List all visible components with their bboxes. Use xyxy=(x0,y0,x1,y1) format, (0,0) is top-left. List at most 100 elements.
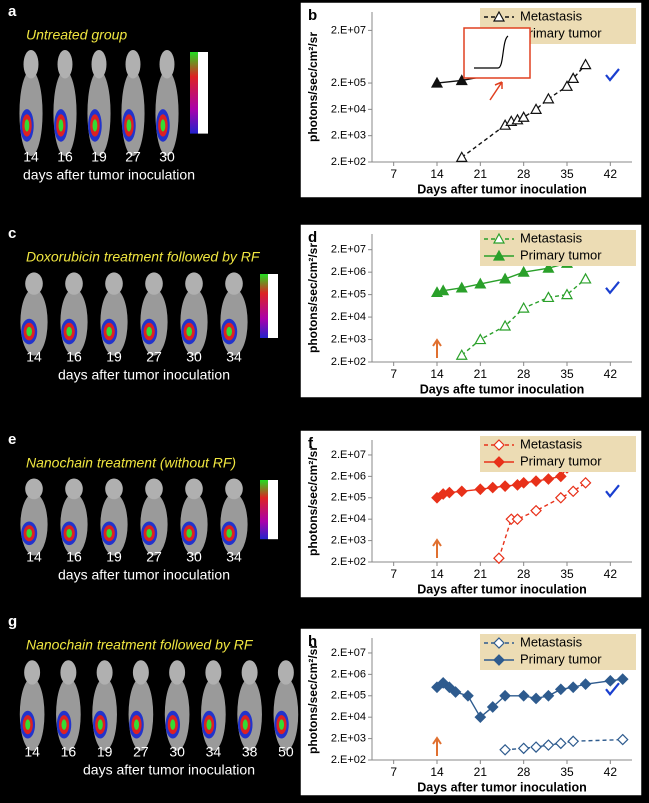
data-point xyxy=(530,475,542,487)
data-point xyxy=(542,261,555,273)
x-tick-label: 28 xyxy=(517,167,531,181)
x-tick-label: 14 xyxy=(430,765,444,779)
x-axis-label: Days afte tumor inoculation xyxy=(420,382,585,396)
data-point xyxy=(554,737,567,750)
inset-arrow xyxy=(489,81,503,101)
image-caption: days after tumor inoculation xyxy=(23,167,195,183)
chart: d 2.E+02 2.E+03 2.E+04 2.E+05 2.E+06 2.E+07 7 14… xyxy=(299,223,643,399)
data-point xyxy=(579,476,592,489)
x-tick-label: 14 xyxy=(430,567,444,581)
data-point xyxy=(486,481,499,494)
y-axis-label: photons/sec/cm²/sr xyxy=(306,446,320,556)
panel-title: Nanochain treatment (without RF) xyxy=(26,455,236,471)
signal-core xyxy=(106,326,112,337)
check-mark xyxy=(605,484,620,498)
treatment-arrow xyxy=(432,736,442,756)
data-point xyxy=(474,333,487,345)
signal-core xyxy=(226,326,232,337)
y-tick-label: 2.E+04 xyxy=(331,711,366,723)
y-tick-label: 2.E+03 xyxy=(331,333,366,345)
signal-core xyxy=(97,719,103,730)
y-tick-label: 2.E+03 xyxy=(331,732,366,744)
data-point xyxy=(511,513,524,526)
image-caption: days after tumor inoculation xyxy=(83,762,255,778)
data-point xyxy=(517,742,530,755)
day-label: 50 xyxy=(278,744,294,760)
day-label: 14 xyxy=(26,549,42,565)
x-tick-label: 14 xyxy=(430,167,444,181)
data-point xyxy=(542,92,555,104)
data-point xyxy=(530,504,542,517)
legend-label: Primary tumor xyxy=(520,453,602,468)
mouse-head xyxy=(169,660,186,685)
mouse-head xyxy=(105,272,123,295)
data-point xyxy=(499,689,511,702)
y-tick-label: 2.E+05 xyxy=(331,289,366,301)
y-tick-label: 2.E+07 xyxy=(331,449,366,461)
color-bar-scale xyxy=(198,52,208,134)
y-tick-label: 2.E+06 xyxy=(331,668,366,680)
signal-core xyxy=(146,528,152,538)
day-label: 30 xyxy=(159,149,175,165)
signal-core xyxy=(242,719,248,730)
data-point xyxy=(493,637,505,649)
color-bar xyxy=(190,52,198,134)
check-mark xyxy=(605,281,620,295)
data-point xyxy=(499,480,511,492)
day-label: 38 xyxy=(242,744,258,760)
day-label: 34 xyxy=(206,744,222,760)
y-tick-label: 2.E+05 xyxy=(331,690,366,702)
signal-core xyxy=(25,719,31,730)
panel-letter: h xyxy=(308,633,317,650)
y-axis-label: photons/sec/cm²/sr xyxy=(306,32,320,142)
y-tick-label: 2.E+05 xyxy=(331,77,366,89)
mouse-head xyxy=(185,272,203,295)
y-tick-label: 2.E+06 xyxy=(331,470,366,482)
data-point xyxy=(474,277,487,289)
legend-label: Metastasis xyxy=(520,634,583,649)
panel-letter: a xyxy=(8,3,17,20)
x-tick-label: 42 xyxy=(604,765,618,779)
panel-letter: g xyxy=(8,613,17,630)
mouse-head xyxy=(225,478,243,500)
x-tick-label: 28 xyxy=(517,765,531,779)
data-point xyxy=(462,689,474,702)
signal-core xyxy=(170,719,176,730)
color-bar xyxy=(260,480,268,540)
data-point xyxy=(455,349,468,360)
data-point xyxy=(554,491,567,504)
signal-core xyxy=(226,528,232,538)
signal-core xyxy=(58,119,64,132)
y-tick-label: 2.E+07 xyxy=(331,647,366,659)
x-tick-label: 21 xyxy=(474,367,488,381)
data-point xyxy=(567,681,580,694)
data-point xyxy=(474,711,487,724)
signal-core xyxy=(66,326,72,337)
mouse-head xyxy=(25,478,43,500)
legend-box xyxy=(480,634,636,670)
day-label: 14 xyxy=(26,349,42,365)
day-label: 27 xyxy=(125,149,141,165)
y-tick-label: 2.E+02 xyxy=(331,754,366,766)
data-point xyxy=(542,689,555,702)
x-tick-label: 35 xyxy=(560,765,574,779)
day-label: 30 xyxy=(169,744,185,760)
color-bar xyxy=(260,274,268,338)
mouse-head xyxy=(91,49,107,79)
data-point xyxy=(430,76,444,88)
signal-core xyxy=(26,326,32,337)
data-point xyxy=(493,654,505,666)
y-tick-label: 2.E+07 xyxy=(331,24,366,36)
day-label: 27 xyxy=(146,549,162,565)
image-caption: days after tumor inoculation xyxy=(58,567,230,583)
chart: f 2.E+02 2.E+03 2.E+04 2.E+05 2.E+06 2.E+07 7 14… xyxy=(299,429,643,599)
mouse-head xyxy=(65,272,83,295)
panel-letter: f xyxy=(308,435,314,452)
day-label: 16 xyxy=(66,549,82,565)
day-label: 14 xyxy=(24,744,40,760)
data-point xyxy=(437,284,450,296)
day-label: 16 xyxy=(57,149,73,165)
y-tick-label: 2.E+04 xyxy=(331,513,366,525)
mouse-head xyxy=(185,478,203,500)
